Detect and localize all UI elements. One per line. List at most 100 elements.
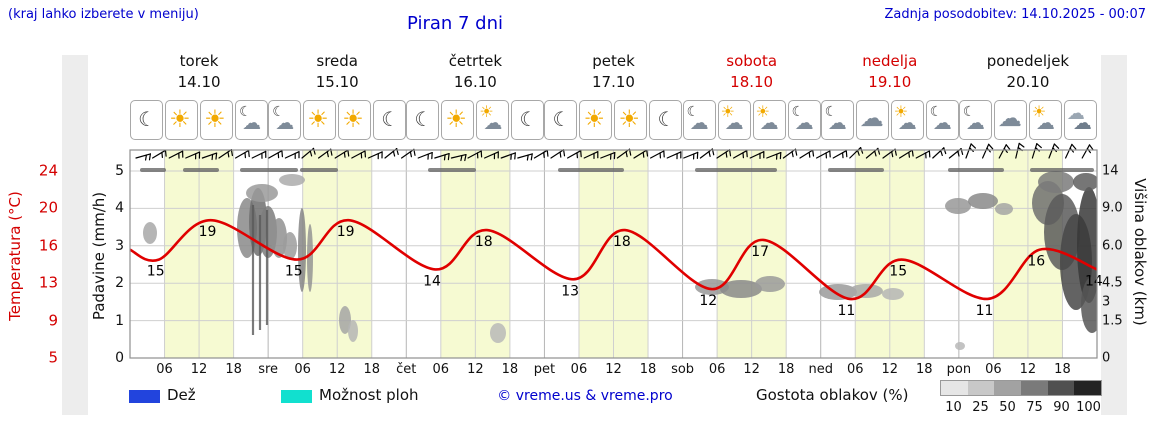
temp-point-label: 19	[337, 224, 355, 240]
precip-tick-5: 5	[115, 163, 124, 179]
temperature-curve	[130, 218, 1097, 301]
sun-icon: ☀	[338, 100, 372, 140]
precip-tick-4: 4	[115, 200, 124, 217]
sun-cloud-icon: ☀ ☁	[1028, 100, 1062, 140]
cloud-tick-3: 3	[1102, 294, 1111, 310]
density-tick-100: 100	[1076, 400, 1101, 415]
sun-cloud-icon: ☀ ☁	[476, 100, 510, 140]
precip-axis-title: Padavine (mm/h)	[90, 191, 108, 321]
cloud-glyph: ☁	[827, 112, 847, 134]
cloud-glyph: ☁	[859, 104, 884, 132]
sun-glyph: ☀	[204, 105, 226, 133]
copyright-link[interactable]: © vreme.us & vreme.pro	[497, 388, 673, 404]
temp-point-label: 14	[423, 273, 441, 289]
sun-glyph: ☀	[307, 105, 329, 133]
density-tick-75: 75	[1026, 400, 1043, 415]
moon-icon: ☾	[649, 100, 683, 140]
cloud-glyph: ☁	[483, 112, 503, 134]
temp-point-label: 12	[699, 293, 717, 309]
moon-glyph: ☾	[824, 104, 838, 120]
hour-label: 06	[708, 362, 726, 377]
day-name-torek: torek	[179, 52, 219, 70]
temp-point-label: 15	[285, 264, 303, 280]
cloud-glyph: ☁	[965, 112, 985, 134]
temp-point-label: 18	[613, 234, 631, 250]
day-date: 18.10	[730, 73, 774, 91]
day-abbr-sob: sob	[671, 362, 695, 377]
rain-legend-label: Dež	[167, 386, 196, 404]
temp-tick-24: 24	[38, 161, 58, 180]
moon-glyph: ☾	[414, 107, 433, 131]
day-abbr-ned: ned	[808, 362, 833, 377]
hour-label: 06	[432, 362, 450, 377]
moon-glyph: ☾	[962, 104, 976, 120]
sun-icon: ☀	[441, 100, 475, 140]
moon-cloud-icon: ☾ ☁	[268, 100, 302, 140]
cloud-icon: ☁	[993, 100, 1027, 140]
icon-group-četrtek: ☾ ☀ ☀ ☁ ☾	[406, 100, 545, 140]
density-seg-25	[967, 381, 995, 395]
page-title: Piran 7 dni	[406, 13, 504, 34]
wind-barbs	[135, 142, 1094, 162]
moon-glyph: ☾	[686, 104, 700, 120]
day-abbr-sre: sre	[258, 362, 279, 377]
hour-label: 12	[190, 362, 208, 377]
sun-icon: ☀	[614, 100, 648, 140]
hour-label: 12	[1019, 362, 1037, 377]
hour-label: 12	[605, 362, 622, 377]
clouds-icon: ☁ ☁	[1063, 100, 1097, 140]
sun-cloud-icon: ☀ ☁	[890, 100, 924, 140]
day-name-četrtek: četrtek	[448, 52, 503, 70]
hour-label: 06	[846, 362, 864, 377]
cloud-glyph: ☁	[275, 112, 295, 134]
cloud-tick-9.0: 9.0	[1102, 200, 1123, 216]
hour-label: 18	[363, 362, 381, 377]
hour-label: 18	[916, 362, 933, 377]
hour-label: 12	[743, 362, 760, 377]
cloud-glyph: ☁	[1072, 112, 1092, 134]
icon-group-petek: ☾ ☀ ☀ ☾	[544, 100, 683, 140]
sun-glyph: ☀	[479, 102, 494, 121]
precip-tick-2: 2	[115, 275, 124, 292]
day-abbr-pon: pon	[946, 362, 972, 377]
hour-label: 06	[985, 362, 1002, 377]
moon-cloud-icon: ☾ ☁	[787, 100, 821, 140]
hour-label: 18	[225, 362, 242, 377]
moon-icon: ☾	[130, 100, 164, 140]
left-gutter-strip	[62, 55, 88, 415]
day-date: 15.10	[315, 73, 359, 91]
day-date: 19.10	[868, 73, 912, 91]
temp-point-label: 16	[1027, 254, 1045, 270]
sun-cloud-icon: ☀ ☁	[752, 100, 786, 140]
cloud-glyph: ☁	[897, 112, 917, 134]
hour-label: 06	[156, 362, 173, 377]
hour-label: 12	[328, 362, 346, 377]
temp-point-label: 11	[976, 303, 994, 319]
moon-glyph: ☾	[929, 104, 943, 120]
temp-point-label: 13	[561, 283, 579, 299]
cloud-tick-1.5: 1.5	[1102, 313, 1123, 329]
day-date: 20.10	[1006, 73, 1050, 91]
moon-cloud-icon: ☾ ☁	[682, 100, 716, 140]
temp-tick-5: 5	[48, 348, 58, 367]
cloud-tick-14: 14	[1102, 163, 1119, 179]
cloud-height-axis-title: Višina oblakov (km)	[1131, 178, 1149, 326]
sun-cloud-icon: ☀ ☁	[717, 100, 751, 140]
last-update-label: Zadnja posodobitev: 14.10.2025 - 00:07	[884, 7, 1146, 22]
icon-group-ponedeljek: ☾ ☁ ☁ ☀ ☁ ☁ ☁	[958, 100, 1097, 140]
sun-glyph: ☀	[583, 105, 605, 133]
precip-tick-3: 3	[115, 237, 124, 254]
hour-label: 18	[1054, 362, 1071, 377]
cloud-glyph: ☁	[724, 112, 744, 134]
moon-icon: ☾	[511, 100, 545, 140]
plot-border	[129, 149, 1098, 359]
moon-glyph: ☾	[381, 107, 400, 131]
moon-icon: ☾	[544, 100, 578, 140]
cloud-glyph: ☁	[759, 112, 779, 134]
hour-label: 18	[501, 362, 519, 377]
density-seg-100	[1074, 381, 1102, 395]
cloud-glyph: ☁	[1035, 112, 1055, 134]
temp-tick-9: 9	[48, 311, 58, 330]
